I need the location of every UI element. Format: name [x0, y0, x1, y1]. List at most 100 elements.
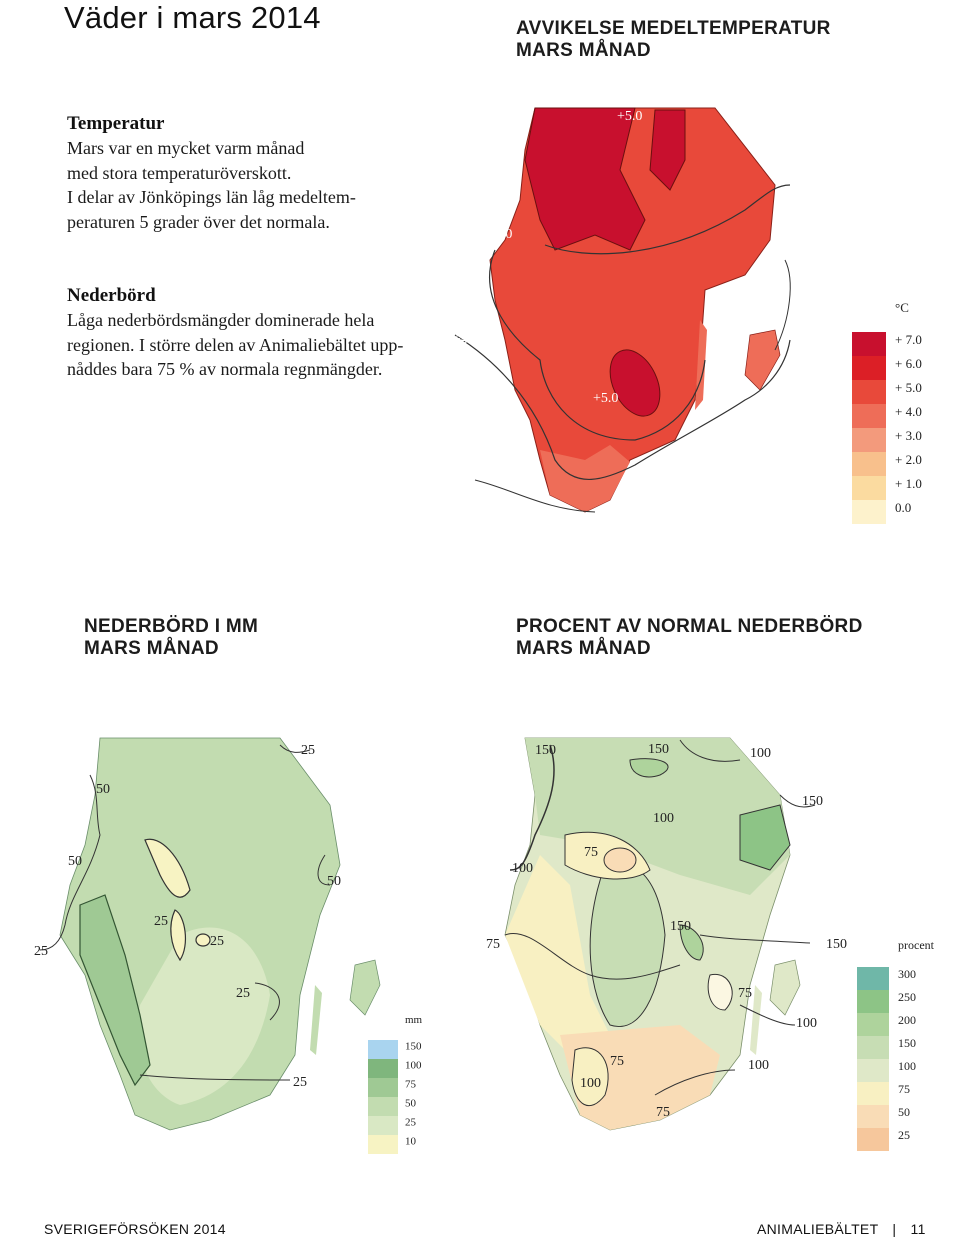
temp-contour-label: +5.0	[593, 391, 618, 406]
legend-swatch	[857, 1128, 889, 1151]
legend-swatch	[368, 1135, 398, 1154]
map-region-low	[603, 847, 637, 873]
temperature-legend: °C + 7.0 + 6.0 + 5.0 + 4.0 + 3.0 + 2.0 + 1.0 0.0	[852, 300, 922, 524]
pct-contour-label: 100	[750, 746, 771, 761]
map-region-dry	[170, 909, 187, 962]
pct-contour-label: 150	[535, 743, 556, 758]
map-region-dry	[144, 838, 191, 898]
precipitation-heading: Nederbörd	[67, 285, 156, 306]
temp-contour-label: +4.0	[453, 332, 478, 347]
mm-contour-label: 50	[327, 874, 341, 889]
precipitation-line: Låga nederbördsmängder dominerade hela	[67, 310, 375, 330]
mm-contour-label: 25	[236, 986, 250, 1001]
legend-label: 50	[405, 1098, 417, 1110]
precipitation-percent-map: 150 150 100 150 100 75 100 150 75 150 75…	[486, 737, 935, 1151]
pct-contour-label: 150	[802, 794, 823, 809]
legend-label: 25	[405, 1117, 417, 1129]
legend-swatch	[852, 332, 886, 356]
pct-contour-label: 75	[486, 937, 500, 952]
precip-pct-heading-line2: MARS MÅNAD	[516, 638, 651, 659]
temp-contour-label: +4.5	[455, 235, 480, 250]
legend-label: 300	[898, 967, 916, 981]
map-island-oland	[750, 985, 762, 1055]
map-island-gotland	[349, 959, 381, 1016]
temperature-text-block: Temperatur Mars var en mycket varm månad…	[67, 112, 447, 234]
mm-contour-label: 50	[68, 854, 82, 869]
footer-left: SVERIGEFÖRSÖKEN 2014	[44, 1221, 226, 1237]
legend-swatch	[368, 1078, 398, 1097]
footer-separator: |	[892, 1221, 897, 1237]
map-region-upper	[525, 738, 790, 895]
legend-label: 75	[405, 1079, 417, 1091]
legend-label: + 1.0	[895, 476, 922, 491]
map-region-north-dark	[524, 107, 646, 251]
page-number: 11	[910, 1221, 926, 1237]
legend-swatch	[857, 1082, 889, 1105]
pct-contour-label: 100	[580, 1076, 601, 1091]
legend-label: 0.0	[895, 500, 911, 515]
legend-label: + 6.0	[895, 356, 922, 371]
map-region-lighter	[137, 927, 270, 1105]
legend-label: 100	[405, 1060, 422, 1072]
pct-contour-label: 75	[738, 986, 752, 1001]
mm-contour-label: 25	[154, 914, 168, 929]
precip-pct-map-heading: PROCENT AV NORMAL NEDERBÖRD MARS MÅNAD	[516, 616, 863, 660]
temperature-line: peraturen 5 grader över det normala.	[67, 211, 330, 232]
legend-swatch	[852, 428, 886, 452]
legend-swatch	[852, 380, 886, 404]
legend-label: 50	[898, 1105, 910, 1119]
temp-contour-label: +3.0	[791, 383, 816, 398]
map-region-north-east	[649, 109, 686, 191]
map-region-central-dark	[609, 349, 661, 417]
legend-label: 200	[898, 1013, 916, 1027]
temperature-map-heading-line2: MARS MÅNAD	[516, 40, 651, 61]
legend-label: 10	[405, 1136, 417, 1148]
temp-contour-label: +3.5	[803, 257, 828, 272]
temp-contour-label: +3.5	[483, 459, 508, 474]
legend-label: + 4.0	[895, 404, 922, 419]
mm-contour-label: 25	[210, 934, 224, 949]
pct-contour-label: 150	[670, 919, 691, 934]
map-island-gotland	[769, 959, 801, 1016]
page-title: Väder i mars 2014	[64, 0, 321, 35]
legend-swatch	[852, 452, 886, 476]
legend-swatch	[368, 1040, 398, 1059]
map-region-south-pocket	[571, 1047, 609, 1107]
precip-mm-heading-line1: NEDERBÖRD I MM	[84, 616, 259, 637]
precipitation-line: nåddes bara 75 % av normala regnmängder.	[67, 359, 383, 379]
map-region-dry-west	[505, 855, 610, 1055]
legend-label: + 5.0	[895, 380, 922, 395]
pct-contour-label: 100	[748, 1058, 769, 1073]
temperature-line: med stora temperaturöverskott.	[67, 162, 292, 183]
legend-swatch	[857, 1105, 889, 1128]
legend-swatch	[852, 404, 886, 428]
legend-swatch	[857, 967, 889, 990]
precip-mm-map-heading: NEDERBÖRD I MM MARS MÅNAD	[84, 616, 258, 660]
map-region-south	[540, 445, 630, 512]
legend-swatch	[852, 500, 886, 524]
temp-contour-label: +4.0	[800, 183, 825, 198]
precipitation-mm-legend: mm 150 100 75 50 25 10	[368, 1014, 423, 1154]
precipitation-text-block: Nederbörd Låga nederbördsmängder dominer…	[67, 284, 447, 382]
legend-unit: procent	[898, 938, 935, 952]
legend-unit: mm	[405, 1014, 423, 1026]
map-region-mid-wet	[679, 924, 704, 961]
temp-contour-label: +5.0	[487, 227, 512, 242]
legend-swatch	[857, 1013, 889, 1036]
map-region-dry	[195, 933, 211, 947]
pct-contour-label: 150	[826, 937, 847, 952]
map-region-center	[589, 862, 666, 1027]
legend-swatch	[852, 476, 886, 500]
map-region-dry-south	[560, 1025, 720, 1130]
map-region-east-wet	[739, 804, 791, 871]
temperature-heading: Temperatur	[67, 113, 165, 134]
legend-label: + 3.0	[895, 428, 922, 443]
legend-swatch	[368, 1059, 398, 1078]
legend-label: 150	[405, 1041, 422, 1053]
map-region-north-wet	[629, 758, 669, 778]
map-island-oland	[310, 985, 322, 1055]
temperature-map-heading: AVVIKELSE MEDELTEMPERATUR MARS MÅNAD	[516, 18, 831, 62]
legend-swatch	[368, 1097, 398, 1116]
temp-contour-label: +5.0	[617, 109, 642, 124]
legend-label: 100	[898, 1059, 916, 1073]
